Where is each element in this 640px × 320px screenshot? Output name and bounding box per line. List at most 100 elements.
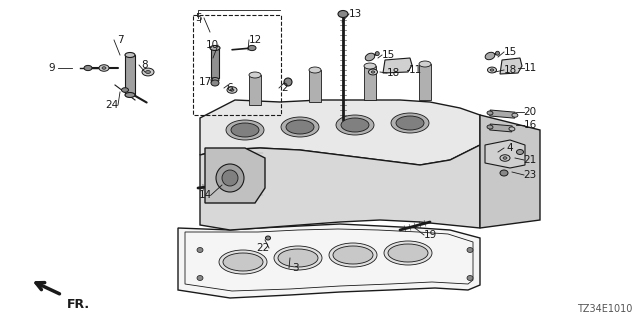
Ellipse shape (391, 113, 429, 133)
Ellipse shape (329, 243, 377, 267)
Ellipse shape (503, 157, 507, 159)
Ellipse shape (122, 88, 129, 92)
Ellipse shape (219, 250, 267, 274)
Polygon shape (200, 145, 480, 230)
Ellipse shape (487, 125, 493, 129)
Ellipse shape (371, 71, 375, 73)
Text: 16: 16 (524, 120, 536, 130)
Ellipse shape (266, 236, 271, 240)
Polygon shape (200, 100, 480, 165)
Ellipse shape (286, 120, 314, 134)
Ellipse shape (336, 115, 374, 135)
Text: 4: 4 (507, 143, 513, 153)
Ellipse shape (227, 87, 237, 93)
Polygon shape (178, 224, 480, 298)
Text: 17: 17 (198, 77, 212, 87)
Ellipse shape (487, 111, 493, 115)
Polygon shape (205, 148, 265, 203)
Polygon shape (490, 110, 515, 118)
Polygon shape (309, 70, 321, 102)
Text: 10: 10 (205, 40, 219, 50)
Ellipse shape (488, 67, 497, 73)
Ellipse shape (248, 45, 256, 51)
Ellipse shape (197, 247, 203, 252)
Ellipse shape (384, 241, 432, 265)
Ellipse shape (516, 149, 524, 155)
Text: 15: 15 (381, 50, 395, 60)
Polygon shape (500, 58, 522, 74)
Ellipse shape (500, 170, 508, 176)
Ellipse shape (197, 276, 203, 281)
Text: 14: 14 (198, 190, 212, 200)
Ellipse shape (396, 116, 424, 130)
Text: 21: 21 (524, 155, 536, 165)
Polygon shape (419, 64, 431, 100)
Text: 7: 7 (116, 35, 124, 45)
Ellipse shape (509, 127, 515, 131)
Ellipse shape (226, 120, 264, 140)
Ellipse shape (222, 170, 238, 186)
Ellipse shape (333, 246, 373, 264)
Text: 18: 18 (387, 68, 399, 78)
Ellipse shape (375, 52, 380, 56)
Polygon shape (125, 55, 135, 95)
Ellipse shape (211, 80, 219, 86)
Polygon shape (480, 115, 540, 228)
Text: 2: 2 (282, 83, 288, 93)
Text: 12: 12 (248, 35, 262, 45)
Text: 19: 19 (424, 230, 436, 240)
Ellipse shape (495, 51, 499, 55)
Ellipse shape (231, 123, 259, 137)
Ellipse shape (490, 69, 494, 71)
Ellipse shape (211, 77, 219, 83)
Ellipse shape (274, 246, 322, 270)
Ellipse shape (369, 69, 378, 75)
Ellipse shape (278, 249, 318, 267)
Polygon shape (383, 58, 412, 73)
Polygon shape (364, 66, 376, 100)
Bar (193, 15, 281, 115)
Ellipse shape (125, 52, 135, 58)
Polygon shape (211, 48, 219, 78)
Ellipse shape (338, 11, 348, 18)
Ellipse shape (485, 52, 495, 60)
Text: FR.: FR. (67, 298, 90, 311)
Ellipse shape (216, 164, 244, 192)
Text: 11: 11 (408, 65, 422, 75)
Ellipse shape (309, 67, 321, 73)
Text: 13: 13 (348, 9, 362, 19)
Text: 15: 15 (504, 47, 516, 57)
Text: 20: 20 (524, 107, 536, 117)
Ellipse shape (84, 65, 92, 71)
Ellipse shape (419, 61, 431, 67)
Ellipse shape (500, 155, 510, 161)
Text: 8: 8 (141, 60, 148, 70)
Ellipse shape (102, 67, 106, 69)
Ellipse shape (364, 63, 376, 69)
Text: 18: 18 (504, 65, 516, 75)
Ellipse shape (284, 78, 292, 86)
Text: 22: 22 (257, 243, 269, 253)
Ellipse shape (210, 45, 220, 51)
Text: 6: 6 (227, 83, 234, 93)
Text: 23: 23 (524, 170, 536, 180)
Text: 3: 3 (292, 263, 298, 273)
Ellipse shape (223, 253, 263, 271)
Ellipse shape (125, 92, 135, 98)
Text: 24: 24 (106, 100, 118, 110)
Ellipse shape (467, 247, 473, 252)
Polygon shape (490, 124, 512, 132)
Ellipse shape (99, 65, 109, 71)
Polygon shape (249, 75, 261, 105)
Ellipse shape (365, 53, 375, 61)
Text: TZ34E1010: TZ34E1010 (577, 304, 632, 314)
Ellipse shape (512, 113, 518, 117)
Text: 11: 11 (524, 63, 536, 73)
Ellipse shape (341, 118, 369, 132)
Polygon shape (485, 140, 525, 168)
Ellipse shape (281, 117, 319, 137)
Ellipse shape (142, 68, 154, 76)
Text: 9: 9 (49, 63, 55, 73)
Ellipse shape (249, 72, 261, 78)
Ellipse shape (230, 89, 234, 91)
